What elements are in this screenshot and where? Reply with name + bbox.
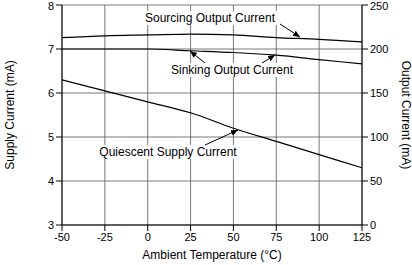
svg-text:Sourcing Output Current: Sourcing Output Current bbox=[145, 11, 276, 25]
svg-text:0: 0 bbox=[370, 219, 376, 231]
svg-text:250: 250 bbox=[370, 0, 388, 12]
svg-text:Supply Current (mA): Supply Current (mA) bbox=[8, 60, 17, 169]
svg-text:3: 3 bbox=[48, 219, 54, 231]
svg-text:50: 50 bbox=[370, 175, 382, 187]
svg-text:150: 150 bbox=[370, 87, 388, 99]
svg-text:100: 100 bbox=[310, 231, 328, 243]
svg-text:6: 6 bbox=[48, 87, 54, 99]
svg-text:Output Current (mA): Output Current (mA) bbox=[399, 61, 404, 170]
svg-text:50: 50 bbox=[227, 231, 239, 243]
svg-text:5: 5 bbox=[48, 131, 54, 143]
svg-text:-50: -50 bbox=[54, 231, 70, 243]
svg-text:125: 125 bbox=[353, 231, 371, 243]
svg-text:Ambient Temperature (°C): Ambient Temperature (°C) bbox=[142, 248, 281, 262]
svg-text:Sinking Output Current: Sinking Output Current bbox=[171, 63, 294, 77]
svg-text:75: 75 bbox=[270, 231, 282, 243]
svg-text:200: 200 bbox=[370, 43, 388, 55]
svg-text:25: 25 bbox=[184, 231, 196, 243]
svg-text:-25: -25 bbox=[97, 231, 113, 243]
svg-text:4: 4 bbox=[48, 175, 54, 187]
svg-text:100: 100 bbox=[370, 131, 388, 143]
svg-text:Quiescent Supply Current: Quiescent Supply Current bbox=[99, 145, 237, 159]
svg-text:7: 7 bbox=[48, 43, 54, 55]
svg-text:0: 0 bbox=[145, 231, 151, 243]
svg-text:8: 8 bbox=[48, 0, 54, 12]
